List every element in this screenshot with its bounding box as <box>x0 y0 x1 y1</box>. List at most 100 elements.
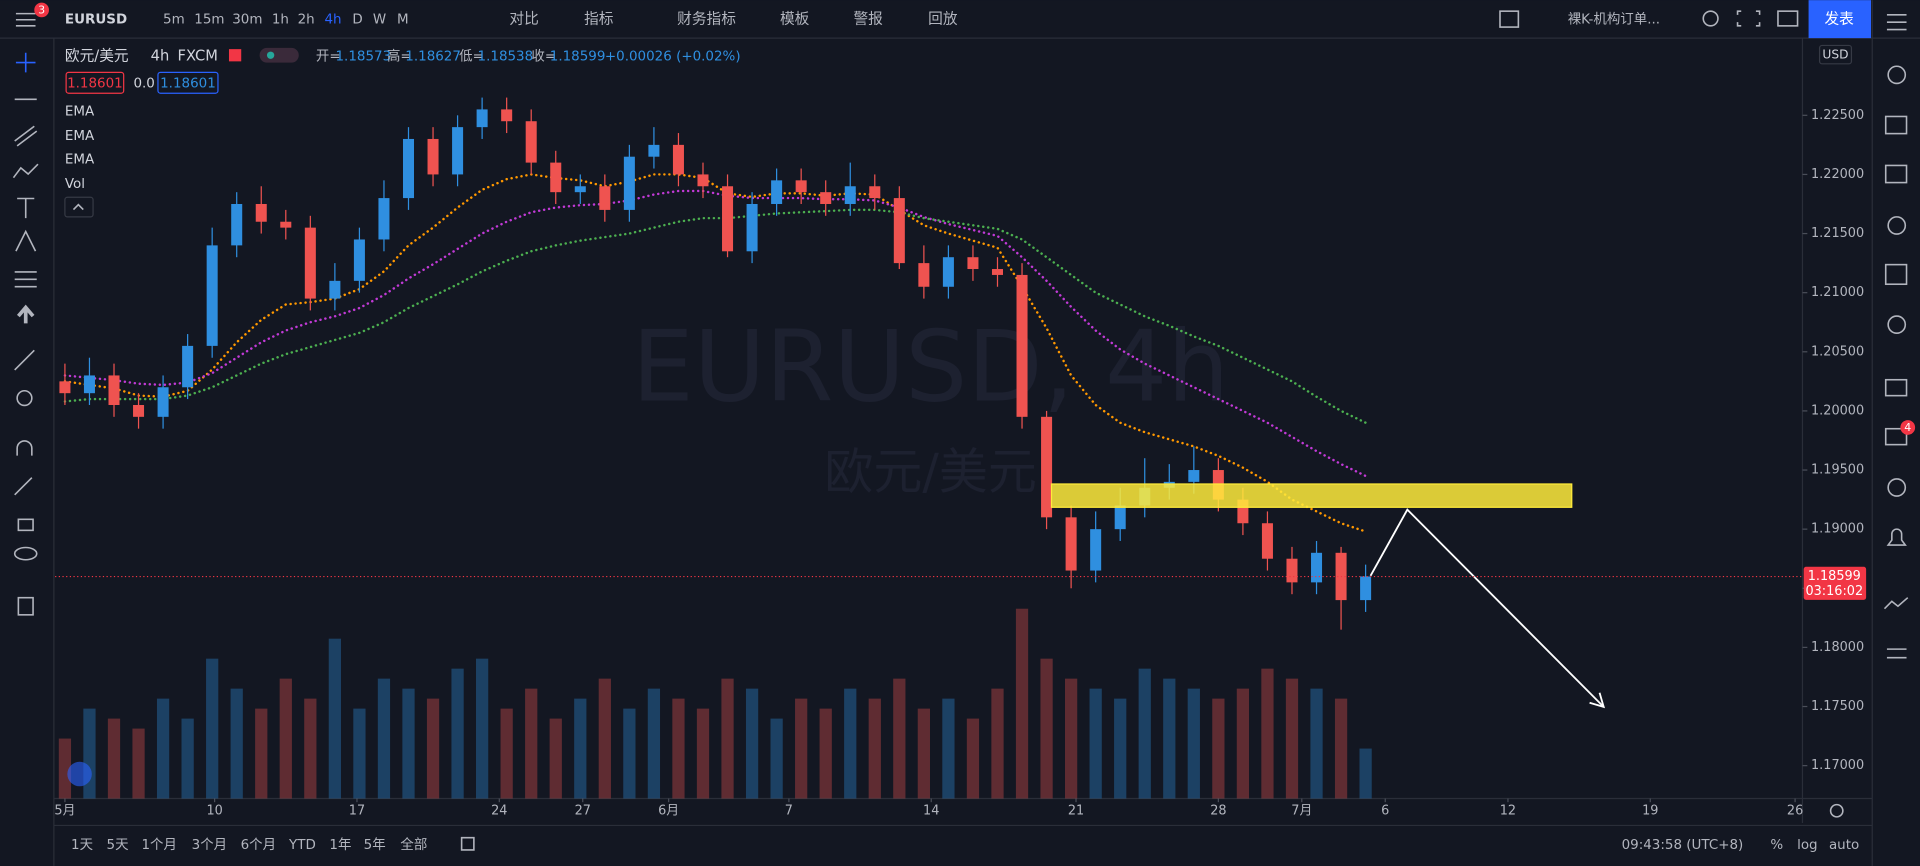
axis-settings[interactable] <box>1829 803 1844 818</box>
range-button[interactable]: 6个月 <box>241 837 276 853</box>
open-label: 开= <box>316 49 341 64</box>
candle-body <box>304 227 316 299</box>
collapse-button[interactable] <box>64 196 94 218</box>
date-range-icon[interactable] <box>460 836 475 851</box>
publish-button[interactable] <box>1808 0 1872 39</box>
candle-body <box>1090 529 1102 571</box>
layout-icon[interactable] <box>1499 10 1520 28</box>
low-label: 低= <box>459 48 484 64</box>
volume-bar <box>770 718 783 799</box>
candle-body <box>844 186 856 204</box>
low-value: 1.18538 <box>478 49 534 64</box>
indicator-name[interactable]: EMA <box>65 129 95 144</box>
volume-bar <box>844 688 857 799</box>
layout-name[interactable]: 裸K-机构订单... <box>1568 12 1660 28</box>
candle-body <box>1065 517 1077 571</box>
ask-box[interactable] <box>157 71 219 94</box>
volume-bar <box>1212 698 1225 799</box>
projection-arrow[interactable] <box>1369 508 1605 708</box>
volume-bar <box>451 668 464 799</box>
toolbar-button[interactable]: 警报 <box>853 11 883 28</box>
volume-bar <box>107 718 121 799</box>
auto-toggle[interactable]: auto <box>1829 838 1859 853</box>
symbol[interactable]: EURUSD <box>65 13 127 28</box>
publish-text[interactable]: 发表 <box>1824 11 1854 28</box>
interval[interactable]: 2h <box>298 13 315 28</box>
bid-box[interactable] <box>65 71 125 94</box>
volume-bar <box>1334 698 1348 799</box>
toolbar-button[interactable]: 对比 <box>509 11 538 28</box>
indicator-name[interactable]: Vol <box>65 177 85 192</box>
interval[interactable]: 4h <box>325 13 342 28</box>
log-toggle[interactable]: log <box>1797 838 1818 853</box>
toolbar-button[interactable]: 回放 <box>928 11 958 28</box>
arrow-head <box>1589 692 1606 709</box>
volume-bar <box>672 698 685 799</box>
settings-icons[interactable] <box>1702 10 1799 27</box>
bid-value[interactable]: 1.18601 <box>67 76 123 91</box>
toolbar-button[interactable]: 财务指标 <box>677 11 736 28</box>
toolbar-button[interactable]: 模板 <box>780 10 810 28</box>
drawing-tools[interactable] <box>12 52 39 616</box>
volume-bar <box>549 718 562 799</box>
range-button[interactable]: 5年 <box>364 837 386 853</box>
ask-value[interactable]: 1.18601 <box>160 76 216 91</box>
volume-bar <box>402 688 415 799</box>
legend-source: FXCM <box>178 47 218 64</box>
range-button[interactable]: 全部 <box>400 836 427 853</box>
x-tick-label: 12 <box>1500 803 1516 818</box>
watermark-pair: 欧元/美元 <box>824 444 1036 501</box>
candle-body <box>1286 558 1298 583</box>
range-button[interactable]: 3个月 <box>192 837 227 853</box>
currency-box[interactable] <box>1818 44 1853 65</box>
volume-bar <box>304 698 317 799</box>
candle-body <box>672 144 684 175</box>
volume-bar <box>623 708 636 799</box>
candle-body <box>893 198 905 264</box>
collapse-icon[interactable] <box>72 203 84 211</box>
indicator-name[interactable]: EMA <box>65 105 95 120</box>
volume-bar <box>1114 698 1127 799</box>
sidebar-icons[interactable] <box>1883 14 1909 659</box>
indicator-name[interactable]: EMA <box>65 152 95 167</box>
x-tick-label: 6 <box>1381 803 1389 818</box>
candle-body <box>771 180 783 204</box>
x-tick-label: 27 <box>575 803 591 818</box>
legend-interval: 4h <box>151 47 170 64</box>
interval[interactable]: 30m <box>232 13 262 28</box>
interval[interactable]: 5m <box>163 13 185 28</box>
flag-icon[interactable] <box>228 49 242 62</box>
x-tick-label: 7 <box>785 803 793 818</box>
high-value: 1.18627 <box>405 49 461 64</box>
percent-toggle[interactable]: % <box>1770 838 1783 853</box>
support-zone[interactable] <box>1050 483 1573 508</box>
volume-bar <box>696 708 710 799</box>
candle-body <box>452 127 464 175</box>
range-button[interactable]: 5天 <box>107 838 129 853</box>
x-tick-label: 6月 <box>658 803 679 818</box>
volume-bar <box>132 728 145 799</box>
range-button[interactable]: YTD <box>288 838 316 853</box>
volume-bar <box>279 678 292 799</box>
menu-button[interactable] <box>15 12 36 27</box>
range-button[interactable]: 1个月 <box>141 837 176 853</box>
candle-body <box>746 203 758 252</box>
volume-bar <box>917 708 930 799</box>
candle-body <box>476 109 488 128</box>
interval[interactable]: M <box>397 13 409 28</box>
range-button[interactable]: 1年 <box>329 837 351 853</box>
interval[interactable]: 1h <box>272 13 289 28</box>
volume-bar <box>328 638 341 799</box>
toolbar-button[interactable]: 指标 <box>584 11 614 28</box>
ema-line <box>63 173 1367 533</box>
range-button[interactable]: 1天 <box>71 838 93 853</box>
y-tick-label: 1.18000 <box>1811 640 1864 655</box>
x-tick-label: 14 <box>923 803 939 818</box>
interval[interactable]: W <box>373 13 386 28</box>
candle-body <box>1237 499 1249 524</box>
interval[interactable]: 15m <box>194 13 224 28</box>
interval[interactable]: D <box>352 13 362 28</box>
volume-bar <box>1064 678 1078 799</box>
currency[interactable]: USD <box>1822 48 1848 62</box>
